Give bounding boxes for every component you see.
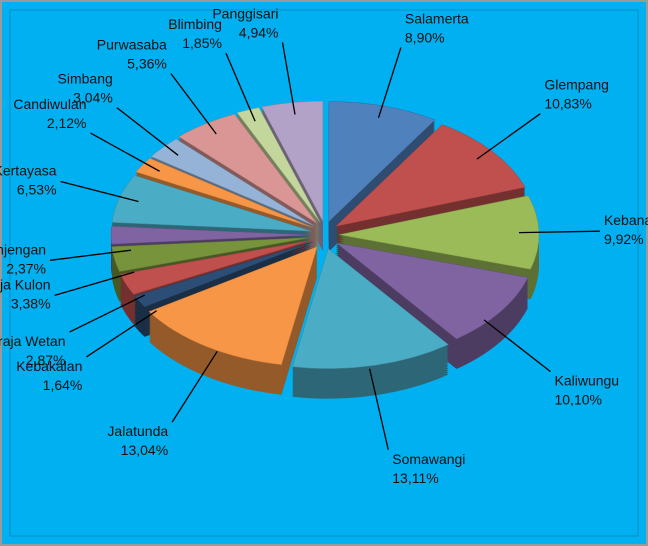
value-label: 2,87% bbox=[26, 352, 66, 368]
slice-label: Somawangi bbox=[392, 451, 465, 467]
leader-line bbox=[369, 368, 389, 450]
plot-frame bbox=[9, 9, 639, 537]
slice bbox=[236, 107, 321, 223]
slice-label: Kebanaran bbox=[604, 212, 648, 228]
value-label: 6,53% bbox=[17, 181, 57, 197]
slice-label: Blimbing bbox=[168, 16, 222, 32]
slice-label: Salamerta bbox=[405, 11, 469, 27]
value-label: 1,64% bbox=[43, 377, 83, 393]
leader-line bbox=[54, 271, 135, 296]
value-label: 5,36% bbox=[127, 56, 167, 72]
leader-line bbox=[60, 180, 139, 203]
leader-line bbox=[171, 351, 218, 423]
slice-label: Kaliwungu bbox=[554, 373, 619, 389]
value-label: 3,38% bbox=[11, 295, 51, 311]
value-label: 2,37% bbox=[6, 260, 46, 276]
slice-label: Jalatunda bbox=[107, 423, 168, 439]
leader-line bbox=[116, 107, 179, 156]
slice bbox=[111, 175, 312, 232]
slice bbox=[111, 237, 312, 272]
value-label: 13,04% bbox=[121, 442, 168, 458]
slice bbox=[135, 158, 314, 228]
value-label: 10,10% bbox=[554, 392, 601, 408]
slice-label: Kebakalan bbox=[16, 358, 82, 374]
leader-line bbox=[476, 113, 541, 160]
leader-line bbox=[86, 310, 158, 358]
leader-line bbox=[49, 249, 132, 261]
slice-label: Banjengan bbox=[0, 241, 46, 257]
leader-line bbox=[483, 319, 551, 373]
slice bbox=[335, 124, 526, 227]
leader-line bbox=[225, 52, 256, 122]
slice-label: Mandiraja Kulon bbox=[0, 276, 51, 292]
slice bbox=[292, 248, 449, 369]
slice bbox=[150, 138, 315, 227]
slice bbox=[148, 246, 318, 365]
value-label: 10,83% bbox=[544, 96, 591, 112]
slice bbox=[178, 113, 318, 224]
value-label: 8,90% bbox=[405, 30, 445, 46]
value-label: 3,04% bbox=[73, 90, 113, 106]
slice-label: Candiwulan bbox=[13, 96, 86, 112]
slice-label: Mandiraja Wetan bbox=[0, 333, 65, 349]
slice-label: Purwasaba bbox=[97, 37, 167, 53]
leader-line bbox=[170, 73, 217, 135]
slice bbox=[110, 226, 312, 245]
slice bbox=[133, 241, 313, 308]
slice bbox=[261, 100, 324, 222]
value-label: 9,92% bbox=[604, 231, 644, 247]
slice bbox=[119, 239, 313, 295]
slice bbox=[336, 242, 529, 340]
leader-line bbox=[281, 42, 296, 115]
slice-label: Kertayasa bbox=[0, 162, 57, 178]
value-label: 1,85% bbox=[182, 35, 222, 51]
slice-label: Glempang bbox=[544, 77, 609, 93]
slice bbox=[328, 101, 436, 223]
leader-line bbox=[69, 294, 146, 333]
value-label: 13,11% bbox=[392, 470, 438, 486]
value-label: 4,94% bbox=[239, 24, 279, 40]
slice-label: Panggisari bbox=[212, 5, 278, 21]
slice-label: Simbang bbox=[58, 71, 113, 87]
value-label: 2,12% bbox=[47, 115, 87, 131]
leader-line bbox=[90, 132, 160, 172]
leader-line bbox=[518, 230, 600, 234]
leader-line bbox=[377, 47, 402, 118]
